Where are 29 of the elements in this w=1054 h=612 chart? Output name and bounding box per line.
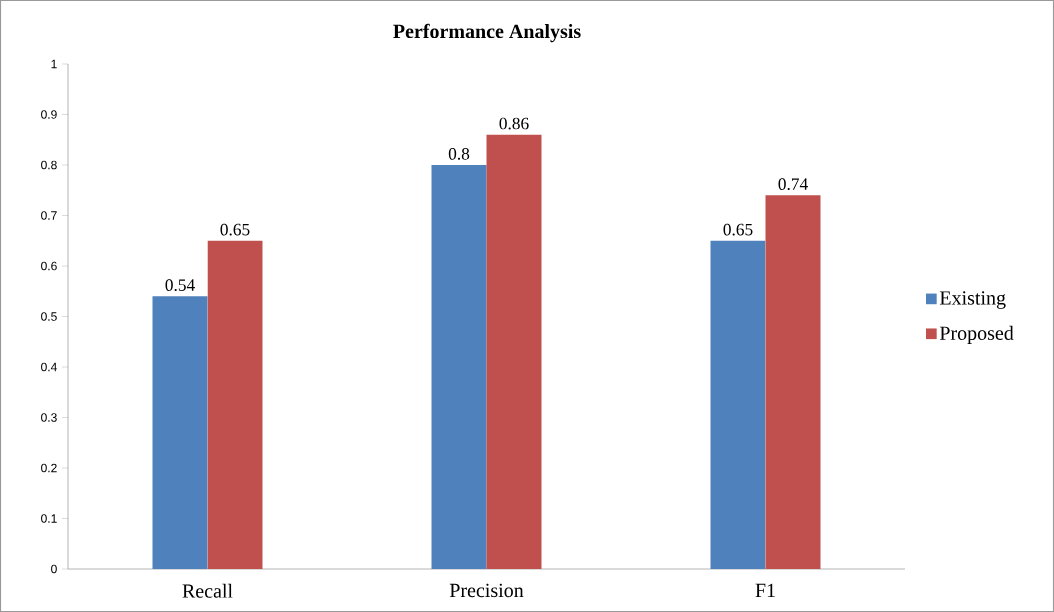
bar — [207, 240, 263, 569]
data-label: 0.54 — [165, 279, 195, 292]
y-tick-label: 0.6 — [41, 261, 57, 271]
y-tick-label: 0.2 — [41, 463, 57, 473]
y-tick-label: 0.8 — [41, 160, 57, 170]
legend-label: Proposed — [939, 325, 1014, 344]
bar — [710, 240, 766, 569]
data-label: 0.8 — [448, 147, 470, 160]
y-tick-label: 0.3 — [41, 413, 57, 422]
data-label: 0.86 — [499, 117, 529, 130]
x-tick-label: Precision — [449, 583, 524, 598]
x-tick-label: Recall — [182, 583, 233, 598]
chart-title: Performance Analysis — [393, 23, 581, 43]
y-tick-label: 0.4 — [41, 362, 57, 372]
legend-label: Existing — [939, 291, 1006, 309]
data-label: 0.65 — [220, 223, 250, 236]
data-label: 0.74 — [778, 178, 808, 191]
y-tick-label: 0.5 — [41, 312, 57, 321]
y-tick-label: 0.1 — [41, 514, 57, 523]
y-tick-label: 1 — [51, 59, 57, 69]
bar — [765, 195, 821, 569]
x-tick-label: F1 — [755, 583, 775, 597]
y-tick-label: 0.9 — [41, 110, 57, 119]
bar — [431, 165, 487, 569]
y-tick-label: 0.7 — [41, 211, 57, 220]
bar — [152, 296, 208, 569]
y-tick-label: 0 — [51, 564, 57, 574]
bar — [486, 134, 542, 569]
data-label: 0.65 — [723, 223, 753, 236]
